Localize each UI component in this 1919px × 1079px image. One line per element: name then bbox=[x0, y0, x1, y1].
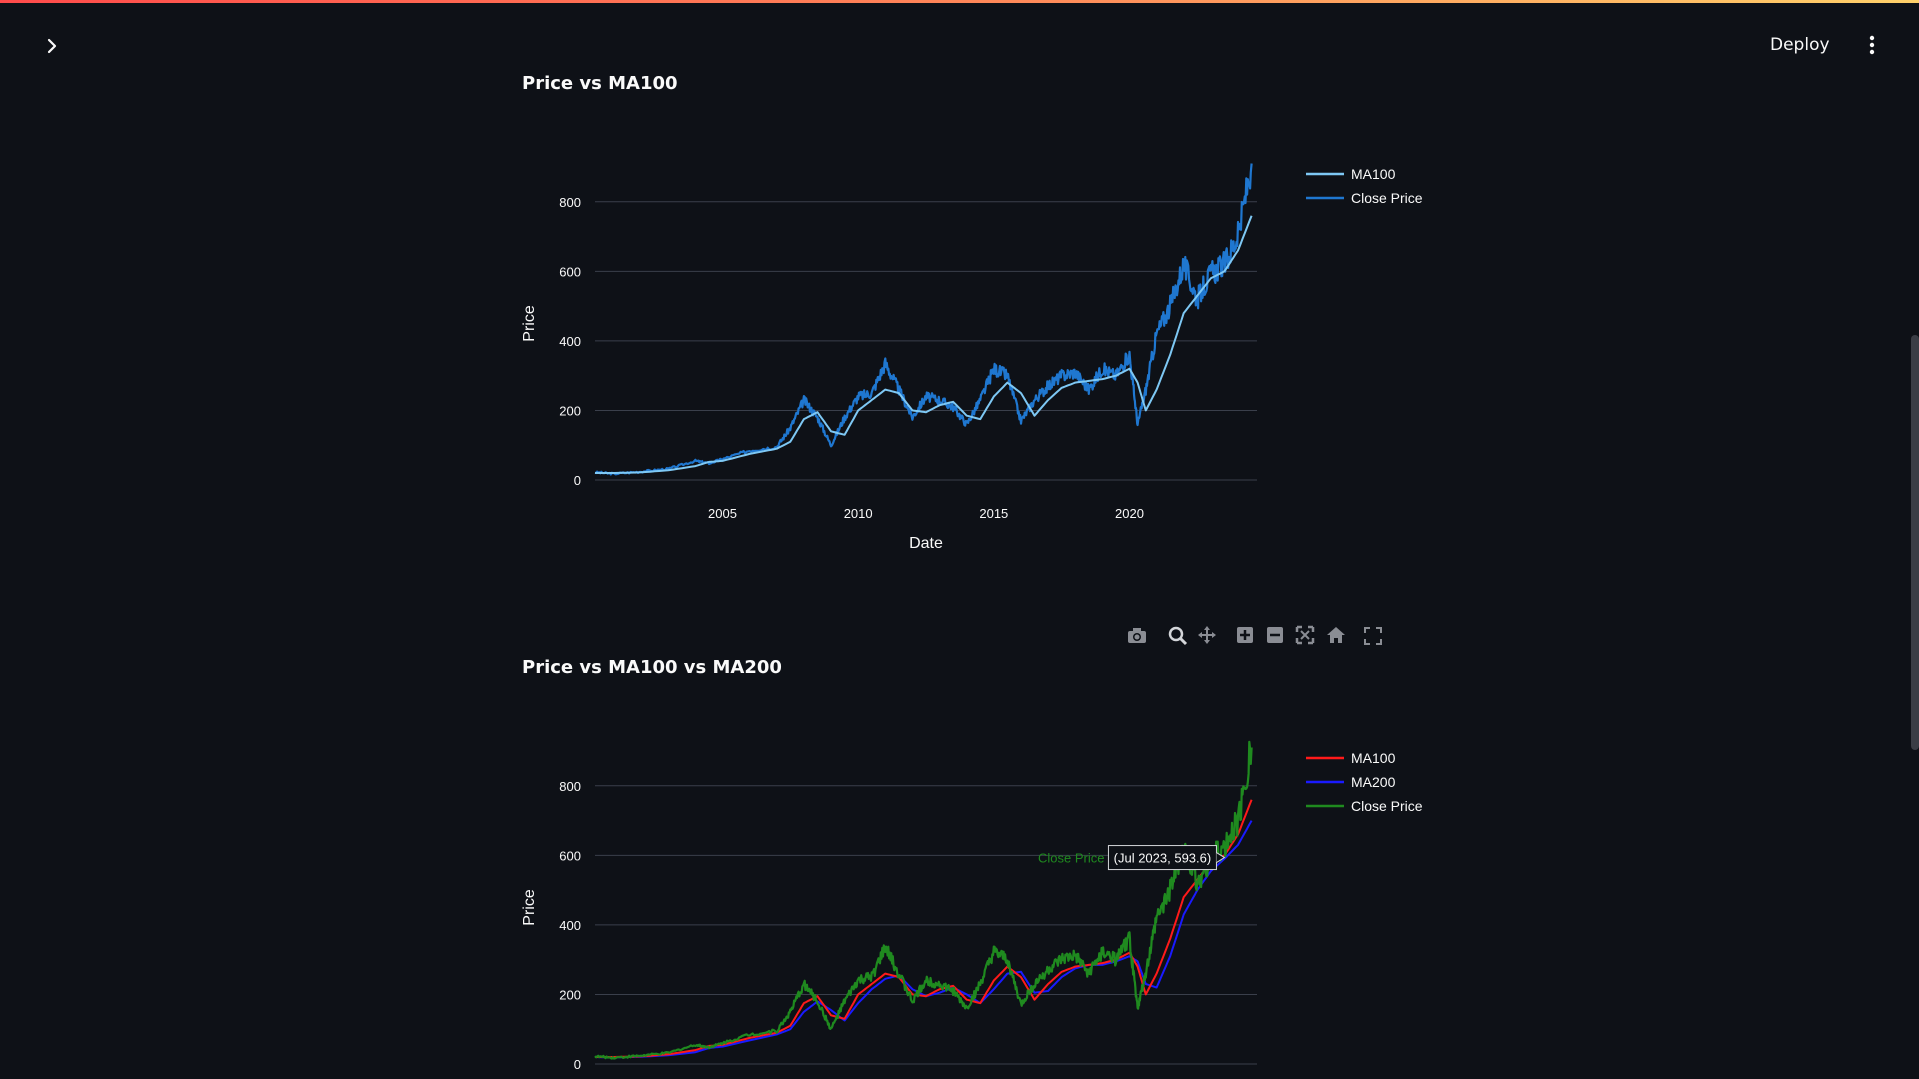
x-tick-label: 2005 bbox=[708, 506, 737, 521]
hover-tooltip-value: (Jul 2023, 593.6) bbox=[1114, 851, 1212, 866]
hover-tooltip-box bbox=[1107, 845, 1217, 871]
page-scrollbar[interactable] bbox=[1911, 335, 1919, 750]
pan-icon[interactable] bbox=[1198, 626, 1216, 644]
y-tick-label: 200 bbox=[559, 987, 581, 1002]
series-line-ma100[interactable] bbox=[595, 215, 1253, 474]
hover-tooltip-series: Close Price bbox=[1038, 851, 1104, 866]
y-tick-label: 600 bbox=[559, 848, 581, 863]
legend-item-label[interactable]: Close Price bbox=[1351, 190, 1423, 206]
series-line-ma200[interactable] bbox=[594, 820, 1253, 1059]
y-axis-label: Price bbox=[521, 889, 538, 926]
reset-axes-icon[interactable] bbox=[1327, 627, 1345, 643]
fullscreen-icon[interactable] bbox=[1364, 627, 1382, 645]
y-tick-label: 800 bbox=[559, 779, 581, 794]
legend-item-label[interactable]: MA200 bbox=[1351, 774, 1396, 790]
y-tick-label: 0 bbox=[574, 473, 581, 488]
more-vertical-icon bbox=[1869, 35, 1875, 55]
chart-title: Price vs MA100 bbox=[522, 73, 678, 94]
chart-title: Price vs MA100 vs MA200 bbox=[522, 657, 782, 678]
top-decoration-bar bbox=[0, 0, 1919, 3]
chevron-right-icon bbox=[47, 38, 57, 54]
hover-tooltip-pointer bbox=[1216, 852, 1226, 863]
zoom-in-icon[interactable] bbox=[1237, 627, 1253, 643]
legend-item-label[interactable]: Close Price bbox=[1351, 798, 1423, 814]
chart-modebar bbox=[1125, 624, 1395, 646]
x-axis-label: Date bbox=[909, 535, 943, 552]
y-tick-label: 600 bbox=[559, 264, 581, 279]
price-ma100-chart[interactable]: 0 200 400 600 800 2005 2010 2015 2020 Price Date MA… bbox=[500, 130, 1440, 570]
y-tick-label: 400 bbox=[559, 918, 581, 933]
legend-item-label[interactable]: MA100 bbox=[1351, 750, 1396, 766]
zoom-out-icon[interactable] bbox=[1267, 627, 1283, 643]
autoscale-icon[interactable] bbox=[1295, 625, 1315, 645]
x-tick-label: 2015 bbox=[979, 506, 1008, 521]
x-tick-label: 2010 bbox=[844, 506, 873, 521]
zoom-icon[interactable] bbox=[1168, 626, 1188, 646]
expand-sidebar-button[interactable] bbox=[36, 30, 68, 62]
x-tick-label: 2020 bbox=[1115, 506, 1144, 521]
y-tick-label: 800 bbox=[559, 195, 581, 210]
legend-item-label[interactable]: MA100 bbox=[1351, 166, 1396, 182]
y-tick-label: 400 bbox=[559, 334, 581, 349]
y-tick-label: 0 bbox=[574, 1057, 581, 1072]
price-ma100-ma200-chart[interactable]: 0 200 400 600 800 Price MA100 MA200 Close Price (… bbox=[500, 714, 1440, 1079]
main-menu-button[interactable] bbox=[1860, 30, 1884, 60]
camera-icon[interactable] bbox=[1128, 628, 1146, 643]
deploy-button[interactable]: Deploy bbox=[1770, 35, 1830, 55]
series-line-close-price[interactable] bbox=[594, 163, 1253, 476]
y-tick-label: 200 bbox=[559, 403, 581, 418]
series-line-ma100[interactable] bbox=[595, 799, 1253, 1058]
y-axis-label: Price bbox=[521, 305, 538, 342]
series-line-close-price[interactable] bbox=[594, 740, 1253, 1060]
